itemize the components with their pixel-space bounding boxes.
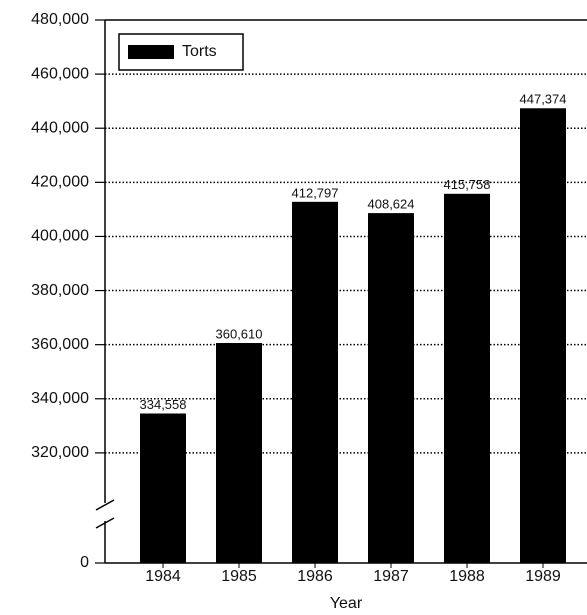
y-tick-label: 460,000 [31,65,89,82]
bar [368,213,414,563]
value-label: 447,374 [520,92,567,107]
y-tick-label: 440,000 [31,119,89,136]
x-tick-label: 1984 [145,568,181,585]
bar [444,193,490,563]
x-tick-label: 1989 [525,568,561,585]
value-label: 334,558 [140,397,187,412]
y-tick-label: 420,000 [31,174,89,191]
axis-break [95,517,115,529]
value-label: 360,610 [216,326,263,341]
y-tick-label: 400,000 [31,228,89,245]
y-tick-label: 480,000 [31,11,89,28]
x-tick-label: 1987 [373,568,409,585]
bar [520,108,566,563]
value-label: 408,624 [368,197,415,212]
x-tick-label: 1988 [449,568,485,585]
bar [140,413,186,563]
y-tick-label: 360,000 [31,336,89,353]
legend-swatch [128,45,174,59]
bar [292,201,338,563]
bar [216,343,262,563]
y-tick-label: 340,000 [31,390,89,407]
x-tick-label: 1985 [221,568,257,585]
value-label: 415,758 [444,177,491,192]
x-axis-label: Year [330,595,363,612]
y-tick-label: 320,000 [31,444,89,461]
y-tick-label: 380,000 [31,282,89,299]
value-label: 412,797 [292,185,339,200]
x-tick-label: 1986 [297,568,333,585]
axis-break [95,499,115,511]
legend-label: Torts [182,43,217,60]
y-tick-label: 0 [80,554,89,571]
